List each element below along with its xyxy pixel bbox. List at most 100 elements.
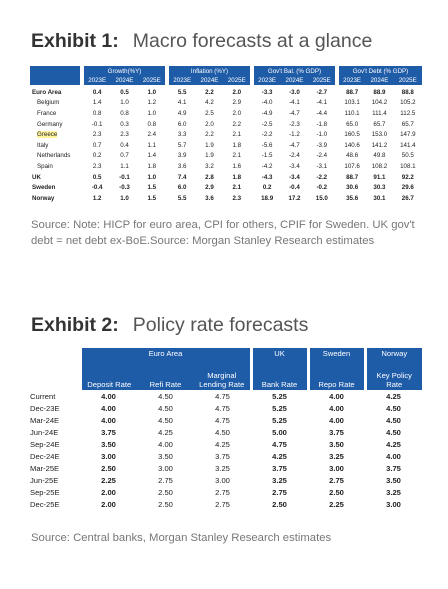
cell: 4.50: [386, 427, 401, 437]
cell: 0.2: [79, 150, 111, 162]
cell: 2.50: [101, 463, 116, 473]
cell: 3.25: [215, 463, 230, 473]
cell: 4.00: [329, 415, 344, 425]
header-row: Euro Area UK Sweden Norway: [30, 348, 422, 390]
cell: 107.6: [334, 161, 366, 172]
cell: 2.2: [232, 120, 242, 128]
cell: 4.00: [101, 403, 116, 413]
cell: 35.6: [334, 192, 366, 204]
table-row: Mar-24E 4.00 4.50 4.75 5.25 4.00 4.50: [30, 414, 422, 426]
policy-table: Euro Area UK Sweden Norway Deposit Rate Refi …: [30, 348, 422, 510]
cell: 1.5: [147, 194, 157, 202]
cell: 3.6: [164, 161, 196, 172]
cell: 3.00: [329, 463, 344, 473]
cell: 49.8: [373, 152, 386, 160]
cell: 2.50: [329, 487, 344, 497]
cell: 29.6: [401, 184, 414, 192]
cell: -3.9: [316, 141, 328, 149]
cell: 0.5: [120, 88, 129, 96]
cell: 4.50: [158, 391, 173, 401]
row-label-text: UK: [32, 173, 41, 181]
cell: -4.9: [249, 108, 281, 119]
cell: 1.6: [232, 162, 242, 170]
cell: 0.7: [120, 152, 129, 160]
cell: 112.5: [400, 109, 416, 117]
cell: 0.4: [120, 141, 129, 149]
cell: 30.1: [373, 194, 386, 202]
cell: 1.4: [147, 152, 157, 160]
cell: 2.50: [158, 499, 173, 509]
exhibit-title: Exhibit 1: Macro forecasts at a glance: [31, 30, 372, 53]
cell: 3.25: [272, 475, 287, 485]
cell: 4.50: [215, 427, 230, 437]
row-label-text: Netherlands: [37, 152, 71, 160]
cell: 26.7: [401, 194, 414, 202]
year-header: 2024E: [195, 76, 224, 85]
cell: 3.3: [164, 129, 196, 140]
cell: -1.8: [316, 120, 328, 128]
cell: 111.4: [372, 109, 387, 117]
row-label: Italy: [30, 140, 82, 151]
cell: 4.25: [215, 439, 230, 449]
year-header: 2024E: [365, 76, 394, 85]
group-header: Norway: [363, 348, 422, 362]
group-header: Gov't Debt (% GDP): [334, 66, 422, 76]
cell: 103.1: [334, 97, 366, 109]
year-header: 2023E: [79, 76, 111, 85]
cell: 4.50: [158, 403, 173, 413]
cell: 4.2: [205, 99, 214, 107]
cell: -4.7: [289, 141, 300, 149]
exhibit-label: Exhibit 2:: [31, 314, 119, 336]
cell: 105.2: [400, 99, 416, 107]
cell: 2.1: [232, 131, 242, 139]
cell: -2.3: [289, 120, 300, 128]
row-label: Euro Area: [30, 85, 82, 98]
cell: -3.4: [289, 162, 300, 170]
cell: 3.9: [164, 150, 196, 162]
table-row: Sep-25E 2.00 2.50 2.75 2.75 2.50 3.25: [30, 486, 422, 498]
cell: 2.4: [147, 131, 157, 139]
cell: 48.6: [334, 150, 366, 162]
group-header: Euro Area: [78, 348, 251, 362]
cell: 1.8: [232, 173, 242, 181]
cell: 110.1: [334, 108, 366, 119]
cell: 2.2: [205, 88, 214, 96]
cell: 2.75: [215, 487, 230, 497]
table-row: Sweden -0.4 -0.3 1.5 6.0 2.9 2.1 0.2 -0.4 -0.2 30.…: [30, 182, 422, 193]
cell: 3.00: [101, 451, 116, 461]
row-label: Sep-25E: [30, 487, 60, 497]
table-row: Germany -0.1 0.3 0.8 6.0 2.0 2.2 -2.5 -2.3 -1.8 65…: [30, 118, 422, 130]
group-header: Sweden: [306, 348, 365, 362]
cell: -2.2: [249, 129, 281, 140]
cell: 141.2: [371, 141, 388, 149]
cell: 0.7: [79, 139, 111, 151]
cell: 2.0: [232, 109, 242, 117]
header-cell: [30, 348, 80, 390]
group-header: Inflation (%Y): [164, 66, 252, 76]
cell: 91.1: [373, 173, 386, 181]
cell: 140.6: [334, 139, 366, 151]
cell: 0.5: [79, 171, 111, 183]
cell: -2.2: [316, 173, 328, 181]
cell: 5.00: [272, 427, 287, 437]
cell: 92.2: [401, 173, 414, 181]
cell: 3.75: [272, 463, 287, 473]
cell: 17.2: [288, 194, 301, 202]
table-row: Current 4.00 4.50 4.75 5.25 4.00 4.25: [30, 390, 422, 402]
row-label: Spain: [30, 161, 82, 172]
cell: 2.75: [158, 475, 173, 485]
cell: -2.4: [289, 152, 300, 160]
cell: -2.4: [316, 152, 328, 160]
cell: 5.5: [164, 192, 196, 204]
cell: 108.1: [400, 162, 416, 170]
cell: -2.7: [316, 88, 328, 96]
cell: 3.75: [329, 427, 344, 437]
row-label: Current: [30, 391, 56, 401]
cell: 4.75: [215, 391, 230, 401]
cell: 153.0: [371, 131, 388, 139]
cell: 3.00: [386, 499, 401, 509]
table-row: Sep-24E 3.50 4.00 4.25 4.75 3.50 4.25: [30, 438, 422, 450]
cell: -1.5: [249, 150, 281, 162]
cell: 2.75: [215, 499, 230, 509]
row-label: Dec-23E: [30, 403, 60, 413]
